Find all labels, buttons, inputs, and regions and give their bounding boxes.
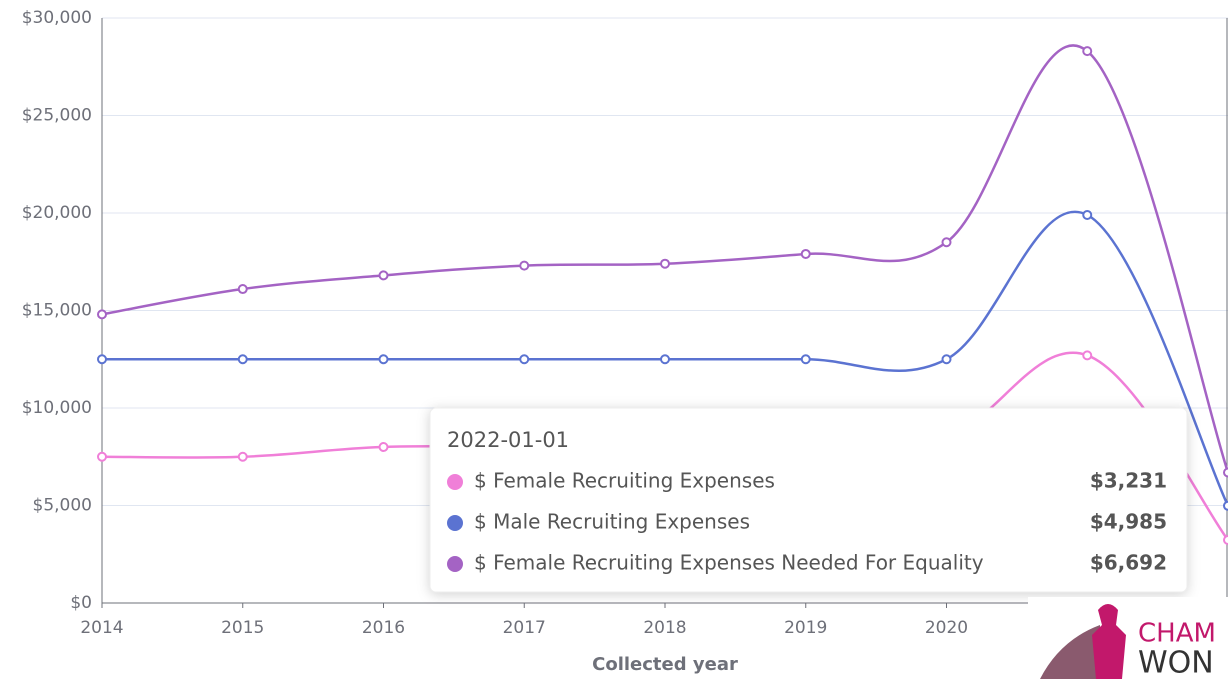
tooltip-value: $4,985 <box>1090 510 1167 534</box>
point <box>378 270 389 281</box>
x-tick-label: 2016 <box>362 618 405 638</box>
point <box>97 309 107 320</box>
legend-label: $ Male Recruiting Expenses <box>474 510 750 534</box>
point <box>1082 209 1093 220</box>
x-tick-label: 2020 <box>925 618 968 638</box>
logo-cape <box>1040 625 1100 679</box>
point <box>941 237 952 248</box>
tooltip-value: $6,692 <box>1090 551 1167 575</box>
point <box>800 354 811 365</box>
point <box>941 354 952 365</box>
point <box>237 451 248 462</box>
point <box>1082 350 1093 361</box>
logo-text: WON <box>1138 646 1214 679</box>
x-tick-label: 2019 <box>784 618 827 638</box>
logo-figure <box>1092 604 1126 679</box>
series-line <box>101 44 1228 473</box>
legend-swatch <box>447 556 463 572</box>
point <box>97 451 107 462</box>
y-tick-label: $25,000 <box>22 106 92 126</box>
tooltip: 2022-01-01 $ Female Recruiting Expenses $3… <box>429 407 1188 593</box>
point <box>378 354 389 365</box>
x-tick-label: 2018 <box>643 618 686 638</box>
legend-swatch <box>447 515 463 531</box>
legend-swatch <box>447 474 463 490</box>
point <box>1223 500 1228 511</box>
x-tick-label: 2014 <box>80 618 123 638</box>
point <box>660 354 670 365</box>
point <box>237 354 248 365</box>
point <box>519 260 530 271</box>
point <box>519 354 530 365</box>
y-tick-label: $0 <box>70 593 92 613</box>
legend-label: $ Female Recruiting Expenses Needed For … <box>474 551 984 575</box>
y-tick-label: $5,000 <box>33 496 92 516</box>
point <box>237 284 248 295</box>
point <box>97 354 107 365</box>
legend-label: $ Female Recruiting Expenses <box>474 469 775 493</box>
point <box>378 442 389 452</box>
tooltip-title: 2022-01-01 <box>447 428 569 452</box>
point <box>1082 46 1093 57</box>
point <box>800 248 811 259</box>
point <box>1223 534 1228 545</box>
point <box>660 258 670 269</box>
x-axis-label: Collected year <box>592 654 738 675</box>
logo-text: CHAM <box>1138 619 1216 649</box>
y-tick-label: $10,000 <box>22 398 92 418</box>
y-tick-label: $30,000 <box>22 8 92 28</box>
y-tick-label: $20,000 <box>22 203 92 223</box>
y-tick-label: $15,000 <box>22 301 92 321</box>
tooltip-value: $3,231 <box>1090 469 1167 493</box>
x-tick-label: 2017 <box>503 618 546 638</box>
tooltip-box <box>429 407 1188 593</box>
x-tick-label: 2015 <box>221 618 264 638</box>
point <box>1223 467 1228 478</box>
